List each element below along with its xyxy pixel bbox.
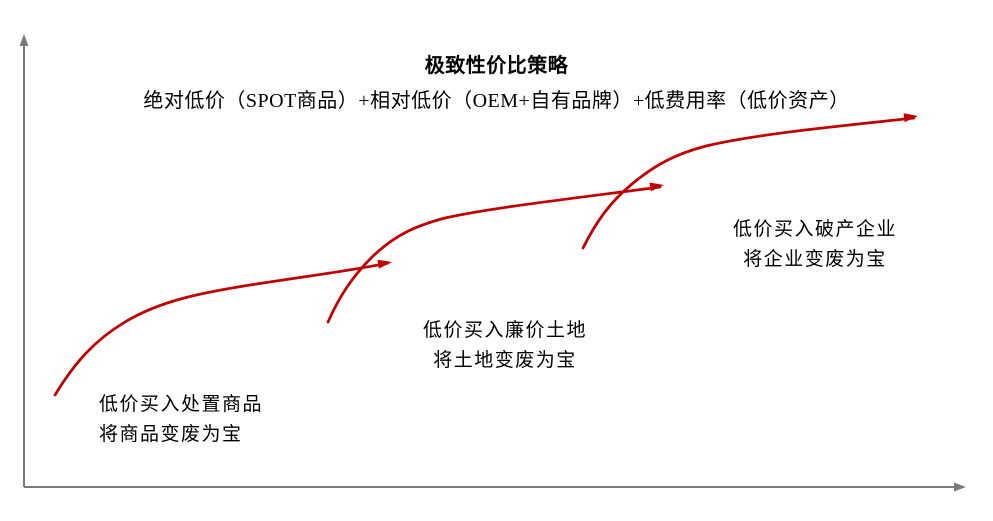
s-curve-3 [581, 116, 916, 250]
stage-label-commodities-line-2: 将商品变废为宝 [99, 424, 243, 445]
x-axis-arrow-icon [954, 482, 966, 492]
stage-label-enterprises: 低价买入破产企业 将企业变废为宝 [665, 215, 965, 275]
stage-label-land: 低价买入廉价土地 将土地变废为宝 [355, 316, 655, 376]
stage-label-enterprises-line-1: 低价买入破产企业 [732, 219, 897, 240]
y-axis-arrow-icon [19, 34, 29, 46]
stage-label-land-line-1: 低价买入廉价土地 [422, 320, 587, 341]
stage-label-enterprises-line-2: 将企业变废为宝 [743, 249, 887, 270]
stage-label-commodities-line-1: 低价买入处置商品 [99, 394, 264, 415]
s-curve-1 [53, 261, 390, 397]
s-curve-2 [326, 185, 662, 324]
s-curve-3-arrow-icon [903, 113, 918, 123]
s-curve-2-arrow-icon [649, 182, 664, 192]
diagram-subtitle: 绝对低价（SPOT商品）+相对低价（OEM+自有品牌）+低费用率（低价资产） [143, 90, 850, 112]
stage-label-commodities: 低价买入处置商品 将商品变废为宝 [99, 390, 263, 450]
stage-label-land-line-2: 将土地变废为宝 [433, 350, 577, 371]
s-curve-1-arrow-icon [377, 259, 392, 269]
diagram-title: 极致性价比策略 [424, 55, 569, 77]
